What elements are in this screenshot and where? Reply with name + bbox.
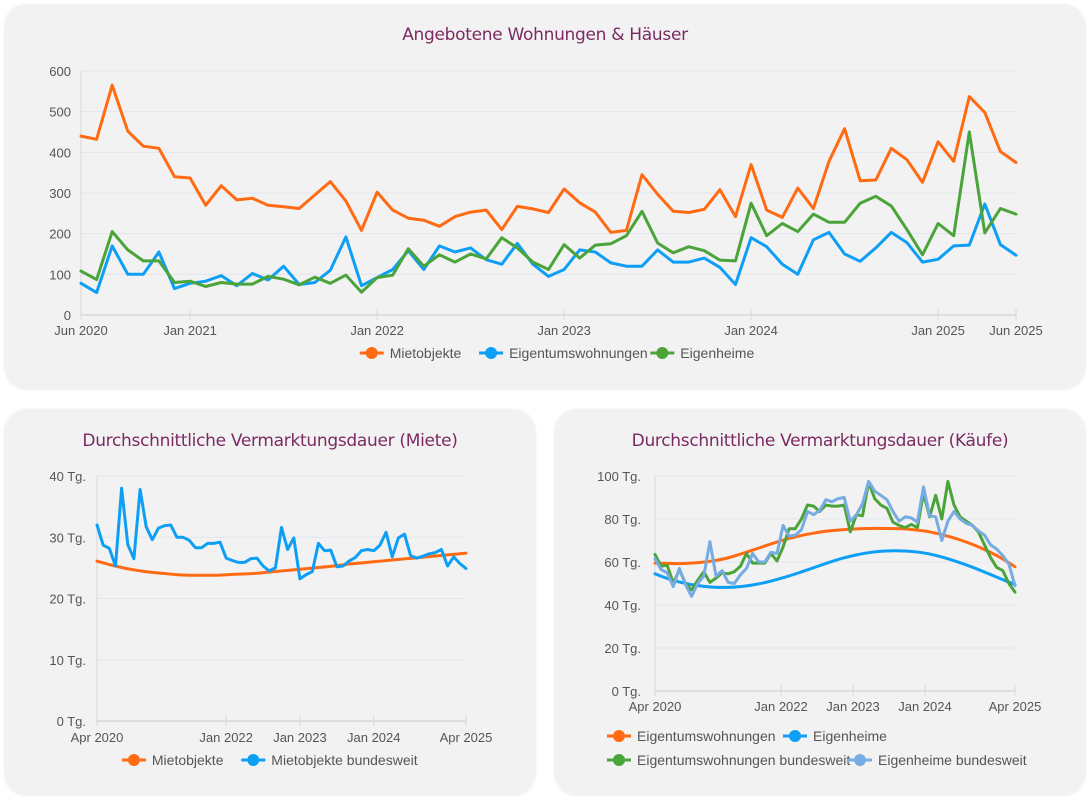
x-tick-label: Jan 2024 [347,730,401,745]
y-tick-label: 20 Tg. [49,592,86,607]
legend-label: Eigentumswohnungen bundesweit [637,752,850,768]
y-tick-label: 40 Tg. [604,598,641,613]
legend-marker-icon [789,730,801,742]
series-line-eigenheime-bundesweit [653,479,1017,598]
rent-marketing-duration-card: Durchschnittliche Vermarktungsdauer (Mie… [5,410,535,795]
legend-label: Mietobjekte bundesweit [271,752,417,768]
offered-properties-card: Angebotene Wohnungen & Häuser 0 100 200 300… [5,5,1085,389]
x-tick-label: Jan 2021 [163,323,217,338]
x-tick-label: Apr 2025 [989,699,1042,714]
series-line-mietobjekte [95,551,468,577]
x-tick-label: Jun 2025 [989,323,1043,338]
y-tick-label: 40 Tg. [49,469,86,484]
series-line-mietobjekte-bundesweit [95,486,468,581]
legend-item-eigenheime[interactable]: Eigenheime [650,345,754,361]
x-tick-label: Apr 2020 [629,699,682,714]
legend-item-eigentumswohnungen[interactable]: Eigentumswohnungen [479,345,648,361]
legend-marker-icon [365,347,378,359]
y-tick-label: 0 [64,308,71,323]
x-tick-label: Apr 2020 [71,730,124,745]
y-tick-label: 400 [49,145,71,160]
x-tick-label: Jan 2025 [911,323,965,338]
legend-label: Eigentumswohnungen [509,345,648,361]
series-line-eigenheime [653,549,1017,589]
purchase-marketing-duration-chart: 0 Tg. 20 Tg. 40 Tg. 60 Tg. 80 Tg. 100 Tg. Apr … [597,469,1042,768]
y-tick-label: 30 Tg. [49,530,86,545]
purchase-marketing-duration-card: Durchschnittliche Vermarktungsdauer (Käu… [555,410,1085,795]
legend-label: Mietobjekte [390,345,462,361]
chart-title-purchase: Durchschnittliche Vermarktungsdauer (Käu… [631,431,1009,451]
y-tick-label: 600 [49,64,71,79]
legend-marker-icon [485,347,498,359]
x-tick-label: Jan 2023 [537,323,591,338]
x-tick-label: Jan 2023 [826,699,880,714]
legend-item-mietobjekte-bundesweit[interactable]: Mietobjekte bundesweit [241,752,418,768]
legend-label: Eigenheime [813,728,887,744]
legend-label: Eigenheime [680,345,754,361]
legend-marker-icon [656,347,669,359]
legend-label: Mietobjekte [152,752,224,768]
legend-marker-icon [247,754,260,766]
y-tick-label: 0 Tg. [612,684,641,699]
y-tick-label: 80 Tg. [604,512,641,527]
legend-marker-icon [127,754,140,766]
legend-item-mietobjekte[interactable]: Mietobjekte [121,752,224,768]
x-tick-label: Jan 2023 [273,730,327,745]
y-tick-label: 10 Tg. [49,653,86,668]
x-tick-label: Jan 2022 [350,323,404,338]
legend-item-eigenheime-bundesweit[interactable]: Eigenheime bundesweit [848,752,1027,768]
offered-properties-chart: 0 100 200 300 400 500 600 Jun 2020 Jan 2021 Jan 2… [49,64,1043,361]
series-line-mietobjekte [79,83,1018,234]
series-line-eigenheime [79,130,1018,294]
x-tick-label: Apr 2025 [440,730,493,745]
y-tick-label: 500 [49,105,71,120]
legend-marker-icon [613,730,625,742]
chart-title-rent: Durchschnittliche Vermarktungsdauer (Mie… [82,431,458,451]
x-tick-label: Jan 2024 [724,323,778,338]
legend-marker-icon [613,754,625,766]
legend-label: Eigentumswohnungen [637,728,776,744]
y-tick-label: 300 [49,186,71,201]
series-line-eigentumswohnungen [79,202,1018,295]
legend-marker-icon [854,754,866,766]
y-tick-label: 100 [49,267,71,282]
rent-marketing-duration-chart: 0 Tg. 10 Tg. 20 Tg. 30 Tg. 40 Tg. Apr 2020 Jan… [49,469,493,768]
x-tick-label: Jan 2022 [754,699,808,714]
y-tick-label: 200 [49,227,71,242]
legend-item-eigentumswohnungen[interactable]: Eigentumswohnungen [607,728,776,744]
x-tick-label: Jun 2020 [54,323,108,338]
x-tick-label: Jan 2022 [199,730,253,745]
x-tick-label: Jan 2024 [898,699,952,714]
legend-item-mietobjekte[interactable]: Mietobjekte [359,345,462,361]
chart-title-offered: Angebotene Wohnungen & Häuser [402,25,688,45]
y-tick-label: 20 Tg. [604,641,641,656]
y-tick-label: 60 Tg. [604,555,641,570]
legend-item-eigenheime[interactable]: Eigenheime [783,728,887,744]
y-tick-label: 100 Tg. [597,469,641,484]
legend-item-eigentumswohnungen-bundesweit[interactable]: Eigentumswohnungen bundesweit [607,752,850,768]
y-tick-label: 0 Tg. [57,714,86,729]
series-line-eigentumswohnungen-bundesweit [653,479,1017,594]
legend-label: Eigenheime bundesweit [878,752,1027,768]
